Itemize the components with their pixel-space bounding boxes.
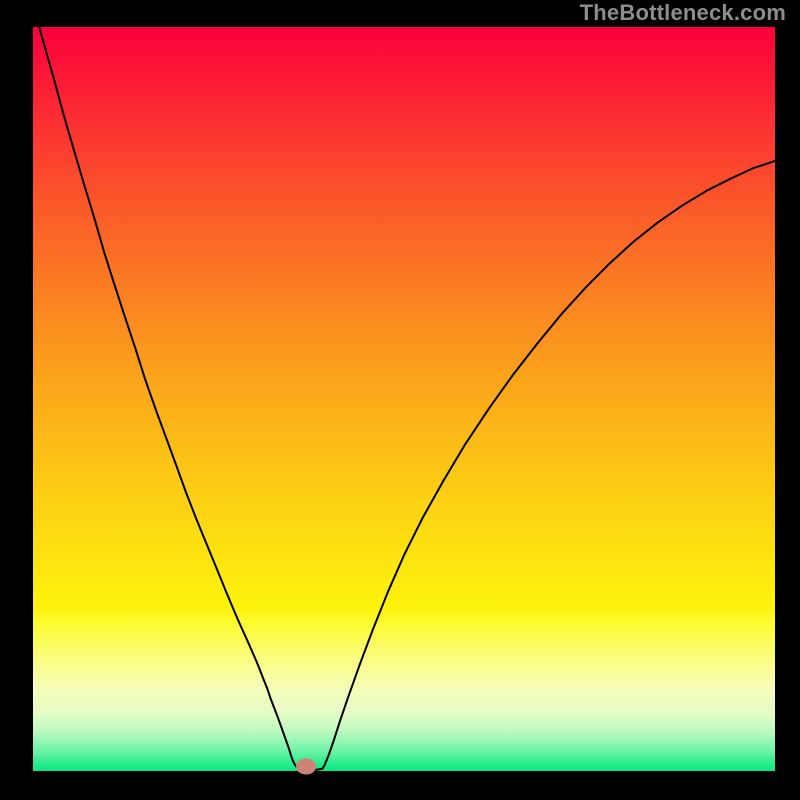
chart-container: TheBottleneck.com (0, 0, 800, 800)
bottleneck-chart (0, 0, 800, 800)
optimum-marker (296, 759, 316, 775)
gradient-background (33, 27, 775, 771)
watermark-text: TheBottleneck.com (580, 0, 786, 26)
